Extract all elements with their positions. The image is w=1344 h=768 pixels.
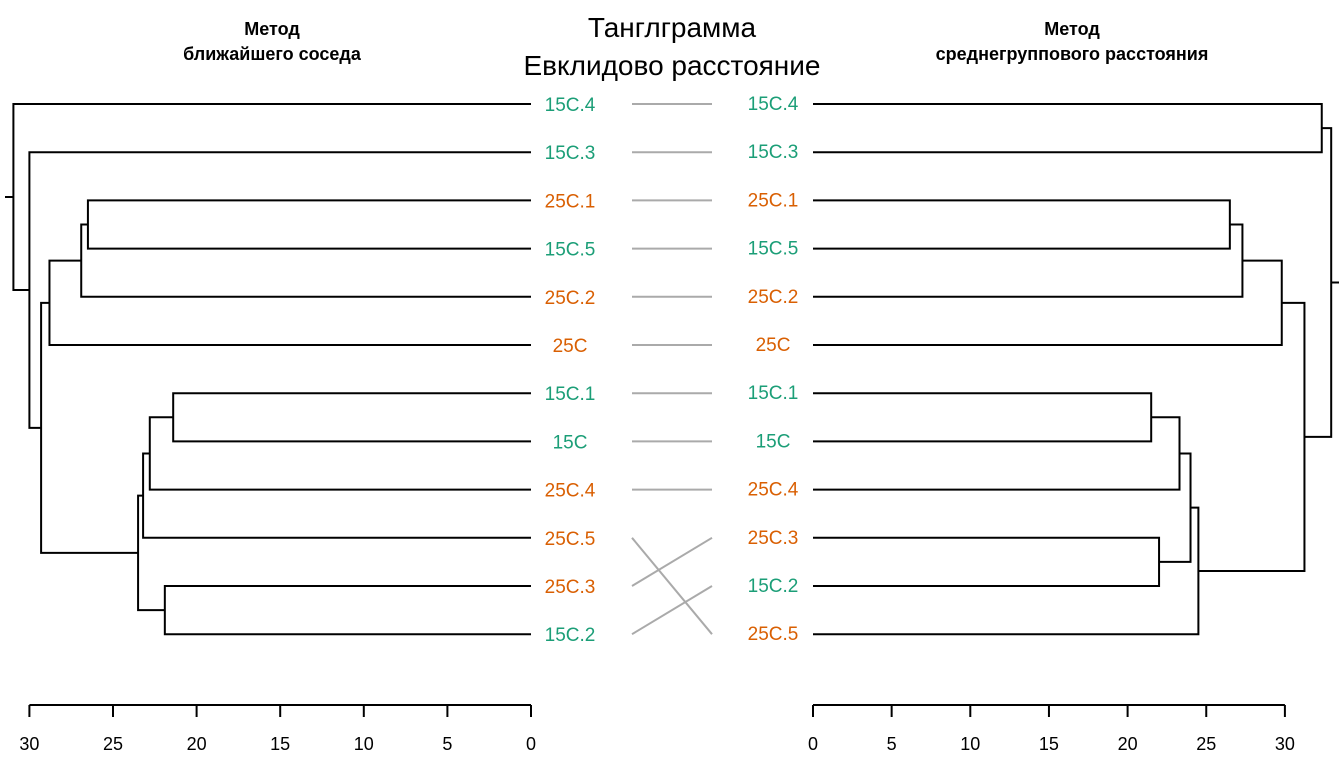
dendrogram-branch <box>813 199 1231 250</box>
dendrogram-branch <box>813 223 1244 298</box>
dendrogram-branch <box>1198 301 1306 572</box>
axis-tick-label: 5 <box>442 734 452 754</box>
dendrogram-branch <box>12 103 531 292</box>
dendrogram-branch <box>1159 452 1192 563</box>
dendrogram-branch <box>172 392 531 443</box>
dendrogram-branch <box>80 223 531 298</box>
left-leaf-label: 15C.2 <box>545 625 596 646</box>
dendrogram-branch <box>813 259 1283 346</box>
dendrogram-branch <box>48 259 531 346</box>
chart-title-line-1: Танглграмма <box>588 12 757 43</box>
axis-tick-label: 25 <box>1196 734 1216 754</box>
axis-tick-label: 25 <box>103 734 123 754</box>
dendrogram-branch <box>40 301 139 554</box>
dendrogram-branch <box>1304 127 1333 438</box>
right-leaf-label: 15C.5 <box>748 239 799 260</box>
left-leaf-label: 25C.1 <box>545 191 596 212</box>
left-leaf-label: 25C <box>553 336 588 357</box>
right-leaf-label: 25C.5 <box>748 624 799 645</box>
right-leaf-label: 25C.3 <box>748 528 799 549</box>
chart-title-line-2: Евклидово расстояние <box>524 50 821 81</box>
left-leaf-label: 25C.3 <box>545 577 596 598</box>
right-leaf-label: 25C.4 <box>748 480 799 501</box>
right-leaf-label: 15C.2 <box>748 576 799 597</box>
axis-tick-label: 30 <box>19 734 39 754</box>
right-leaf-label: 25C.2 <box>748 287 799 308</box>
right-dendrogram <box>813 103 1339 636</box>
right-dendrogram-title-line-1: Метод <box>1044 19 1100 39</box>
dendrogram-branch <box>813 392 1153 443</box>
left-leaf-label: 15C.4 <box>545 95 596 116</box>
leaf-connector <box>631 536 713 587</box>
leaf-connector <box>631 585 713 636</box>
dendrogram-branch <box>148 416 531 491</box>
axis-tick-label: 15 <box>270 734 290 754</box>
dendrogram-branch <box>137 494 165 612</box>
dendrogram-branch <box>813 103 1323 154</box>
left-dendrogram-title-line-1: Метод <box>244 19 300 39</box>
dendrogram-branch <box>813 506 1200 636</box>
left-distance-axis: 30 25 20 15 10 5 0 <box>19 704 536 754</box>
left-leaf-label: 15C <box>553 432 588 453</box>
right-leaf-label: 15C <box>756 431 791 452</box>
left-dendrogram <box>5 103 531 636</box>
left-leaf-label: 15C.1 <box>545 384 596 405</box>
axis-tick-label: 5 <box>887 734 897 754</box>
dendrogram-branch <box>142 452 531 539</box>
dendrogram-branch <box>86 199 531 250</box>
axis-tick-label: 0 <box>808 734 818 754</box>
leaf-connector <box>631 537 713 635</box>
axis-tick-label: 20 <box>1118 734 1138 754</box>
axis-tick-label: 10 <box>960 734 980 754</box>
left-leaf-label: 25C.5 <box>545 529 596 550</box>
axis-tick-label: 20 <box>187 734 207 754</box>
left-leaf-label: 15C.3 <box>545 143 596 164</box>
left-leaf-labels: 15C.4 15C.3 25C.1 15C.5 25C.2 25C 15C.1 15C 25C.… <box>545 95 596 646</box>
right-leaf-labels: 15C.4 15C.3 25C.1 15C.5 25C.2 25C 15C.1 15C 25C.… <box>748 94 799 645</box>
right-leaf-label: 15C.4 <box>748 94 799 115</box>
dendrogram-branch <box>28 151 531 429</box>
left-dendrogram-title-line-2: ближайшего соседа <box>183 44 362 64</box>
right-leaf-label: 25C.1 <box>748 190 799 211</box>
dendrogram-branch <box>813 416 1181 491</box>
axis-tick-label: 15 <box>1039 734 1059 754</box>
left-leaf-label: 15C.5 <box>545 240 596 261</box>
axis-tick-label: 10 <box>354 734 374 754</box>
right-distance-axis: 0 5 10 15 20 25 30 <box>808 704 1295 754</box>
right-leaf-label: 15C.1 <box>748 383 799 404</box>
left-leaf-label: 25C.2 <box>545 288 596 309</box>
axis-tick-label: 0 <box>526 734 536 754</box>
right-leaf-label: 15C.3 <box>748 142 799 163</box>
dendrogram-branch <box>163 585 531 636</box>
right-dendrogram-title-line-2: среднегруппового расстояния <box>936 44 1209 64</box>
tanglegram-connectors <box>631 103 713 636</box>
axis-tick-label: 30 <box>1275 734 1295 754</box>
left-leaf-label: 25C.4 <box>545 481 596 502</box>
dendrogram-branch <box>813 536 1161 587</box>
right-leaf-label: 25C <box>756 335 791 356</box>
